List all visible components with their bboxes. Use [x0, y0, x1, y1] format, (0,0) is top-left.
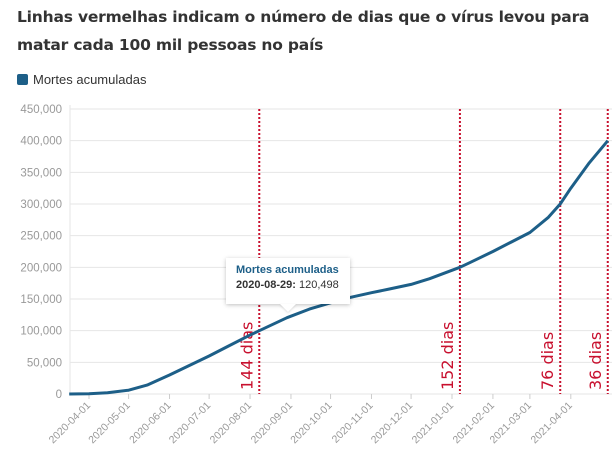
- y-tick-label: 150,000: [20, 294, 62, 306]
- y-tick-label: 100,000: [20, 326, 62, 338]
- y-tick-label: 200,000: [20, 262, 62, 274]
- annotation-label: 36 dias: [586, 332, 605, 390]
- tooltip-date: 2020-08-29:: [236, 279, 296, 291]
- x-tick-label: 2020-12-01: [369, 400, 416, 447]
- x-tick-label: 2020-04-01: [47, 400, 94, 447]
- tooltip-title: Mortes acumuladas: [236, 264, 339, 276]
- x-tick-label: 2020-05-01: [86, 400, 133, 447]
- x-tick-label: 2021-01-01: [410, 400, 457, 447]
- y-tick-label: 300,000: [20, 199, 62, 211]
- tooltip: Mortes acumuladas 2020-08-29: 120,498: [226, 258, 350, 312]
- y-tick-label: 400,000: [20, 136, 62, 148]
- y-tick-label: 0: [56, 389, 62, 401]
- y-tick-label: 250,000: [20, 231, 62, 243]
- annotation-label: 152 dias: [438, 322, 457, 390]
- chart-title: Linhas vermelhas indicam o número de dia…: [17, 8, 590, 54]
- legend: Mortes acumuladas: [17, 72, 146, 87]
- x-tick-label: 2020-10-01: [288, 400, 335, 447]
- tooltip-value: 120,498: [299, 279, 339, 291]
- x-tick-label: 2020-08-01: [208, 400, 255, 447]
- x-tick-label: 2020-07-01: [167, 400, 214, 447]
- y-tick-label: 450,000: [20, 104, 62, 116]
- y-tick-label: 350,000: [20, 167, 62, 179]
- tooltip-arrow: [280, 304, 296, 312]
- legend-label[interactable]: Mortes acumuladas: [33, 72, 147, 87]
- x-tick-label: 2021-04-01: [528, 400, 575, 447]
- x-tick-label: 2020-06-01: [127, 400, 174, 447]
- legend-swatch: [17, 74, 28, 85]
- x-tick-label: 2020-09-01: [249, 400, 296, 447]
- y-tick-label: 50,000: [27, 357, 62, 369]
- annotation-label: 76 dias: [538, 332, 557, 390]
